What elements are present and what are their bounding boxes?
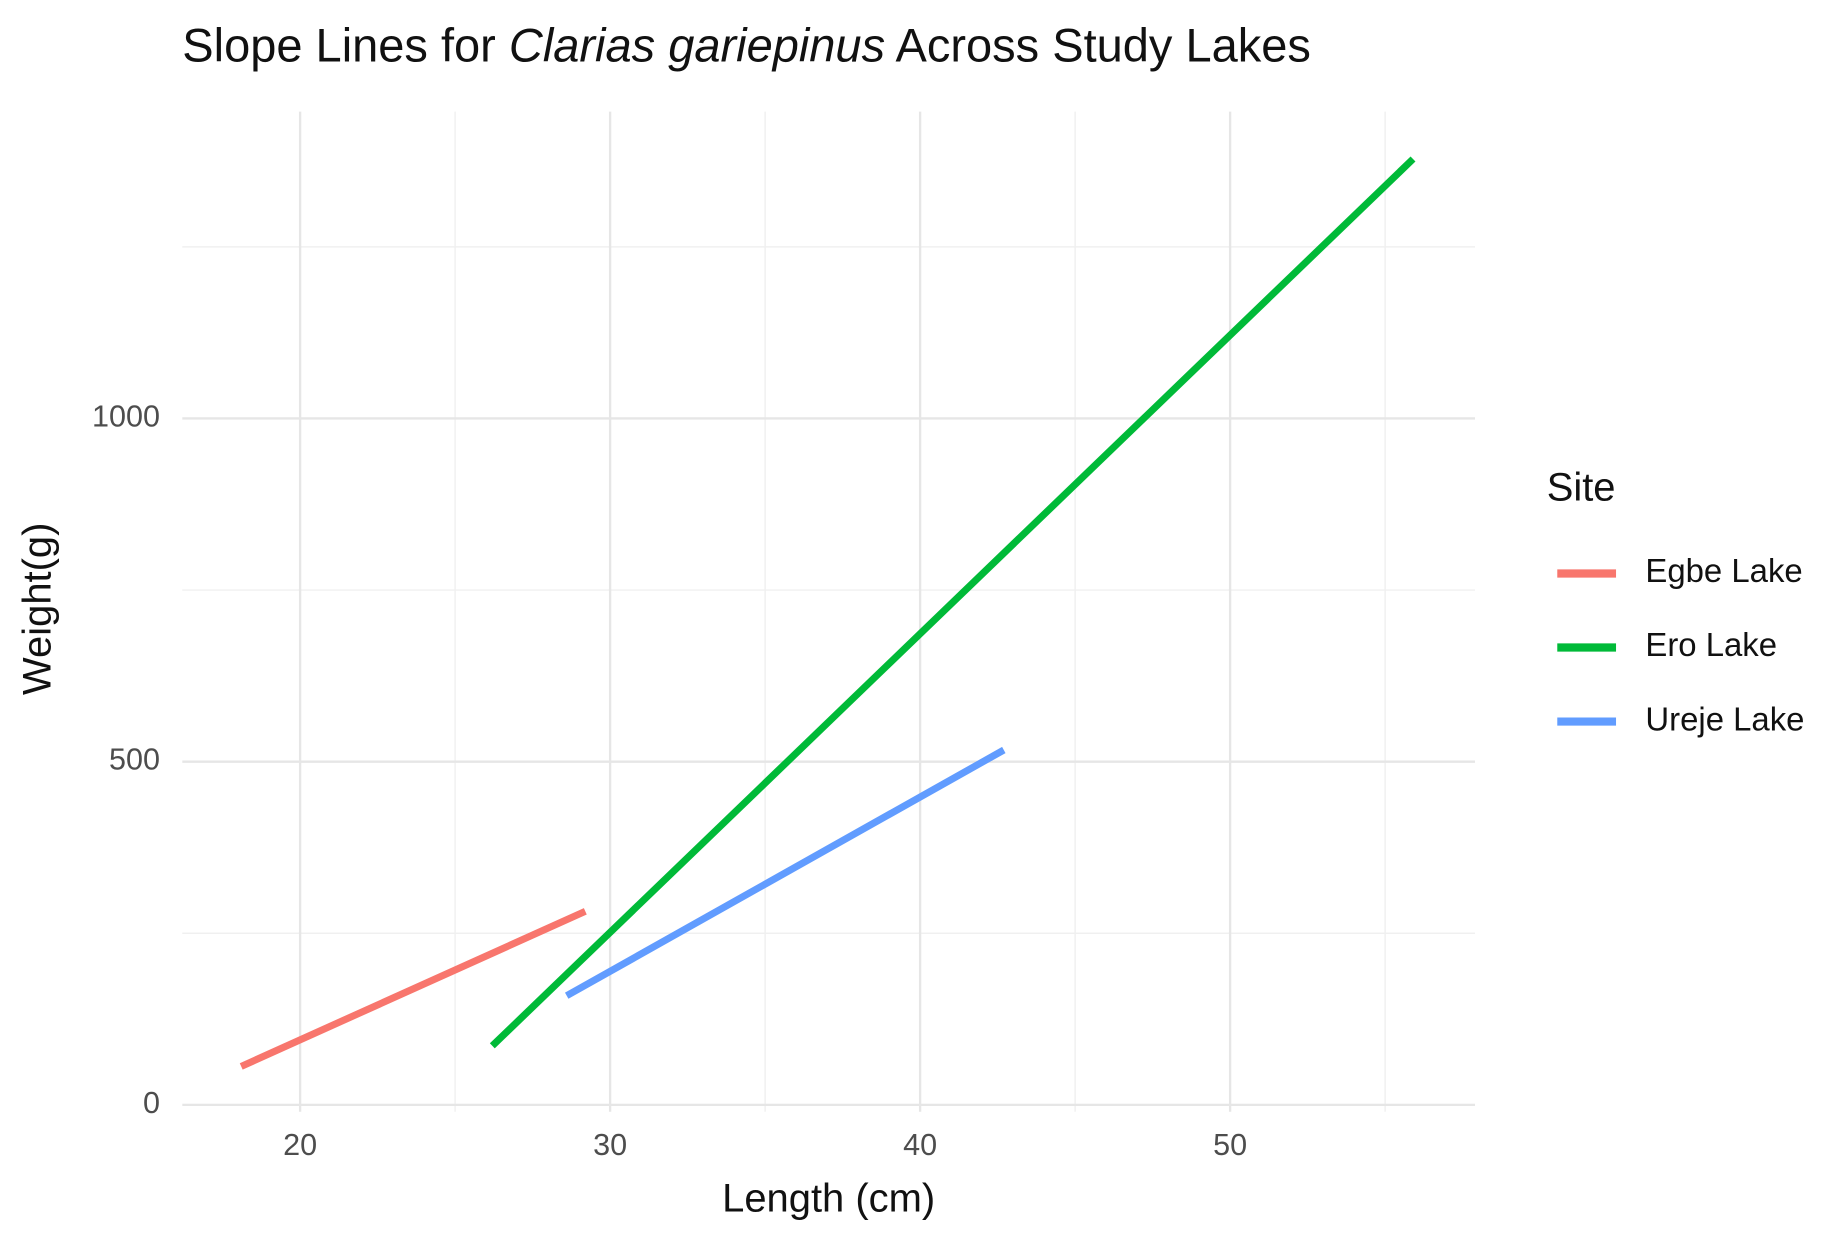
x-axis-label: Length (cm) <box>722 1177 935 1221</box>
x-tick-label: 20 <box>283 1128 317 1162</box>
x-tick-label: 30 <box>593 1128 627 1162</box>
x-tick-label: 50 <box>1213 1128 1247 1162</box>
y-tick-label: 1000 <box>92 400 160 434</box>
legend-label: Ero Lake <box>1645 626 1777 663</box>
series-line <box>489 156 1416 1049</box>
title-part: Across Study Lakes <box>885 19 1311 72</box>
y-tick-label: 0 <box>143 1086 160 1120</box>
chart-title: Slope Lines for Clarias gariepinus Acros… <box>182 19 1311 72</box>
legend-title: Site <box>1547 466 1616 510</box>
legend-label: Ureje Lake <box>1645 700 1804 737</box>
y-axis-label: Weight(g) <box>16 523 60 695</box>
x-tick-label: 40 <box>903 1128 937 1162</box>
series-line <box>564 746 1006 999</box>
legend-label: Egbe Lake <box>1645 552 1802 589</box>
y-tick-label: 500 <box>109 743 160 777</box>
title-part: Slope Lines for <box>182 19 509 72</box>
series-line <box>239 908 587 1070</box>
title-part: Clarias gariepinus <box>509 19 885 72</box>
